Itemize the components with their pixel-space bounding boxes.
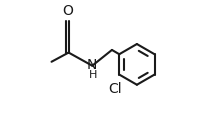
Text: H: H — [89, 70, 97, 80]
Text: Cl: Cl — [108, 82, 121, 96]
Text: N: N — [86, 58, 97, 72]
Text: O: O — [62, 4, 73, 18]
